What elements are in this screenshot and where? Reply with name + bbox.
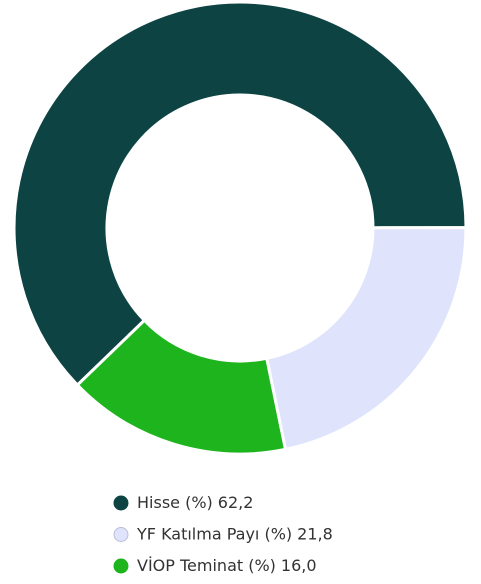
donut-slice xyxy=(264,226,468,452)
legend-marker xyxy=(113,495,129,511)
legend-marker xyxy=(113,558,129,574)
legend-label: VİOP Teminat (%) 16,0 xyxy=(137,556,317,575)
legend-label: Hisse (%) 62,2 xyxy=(137,493,253,512)
legend-name: YF Katılma Payı (%) xyxy=(136,524,292,543)
donut-slice xyxy=(75,318,288,456)
legend-name: Hisse (%) xyxy=(137,493,213,512)
legend-value: 16,0 xyxy=(281,556,317,575)
donut-slice xyxy=(12,0,468,388)
legend-name: VİOP Teminat (%) xyxy=(137,556,276,575)
legend-value: 62,2 xyxy=(218,493,254,512)
legend-label: YF Katılma Payı (%) 21,8 xyxy=(136,524,333,543)
legend-marker xyxy=(113,527,129,542)
legend-value: 21,8 xyxy=(297,524,333,543)
